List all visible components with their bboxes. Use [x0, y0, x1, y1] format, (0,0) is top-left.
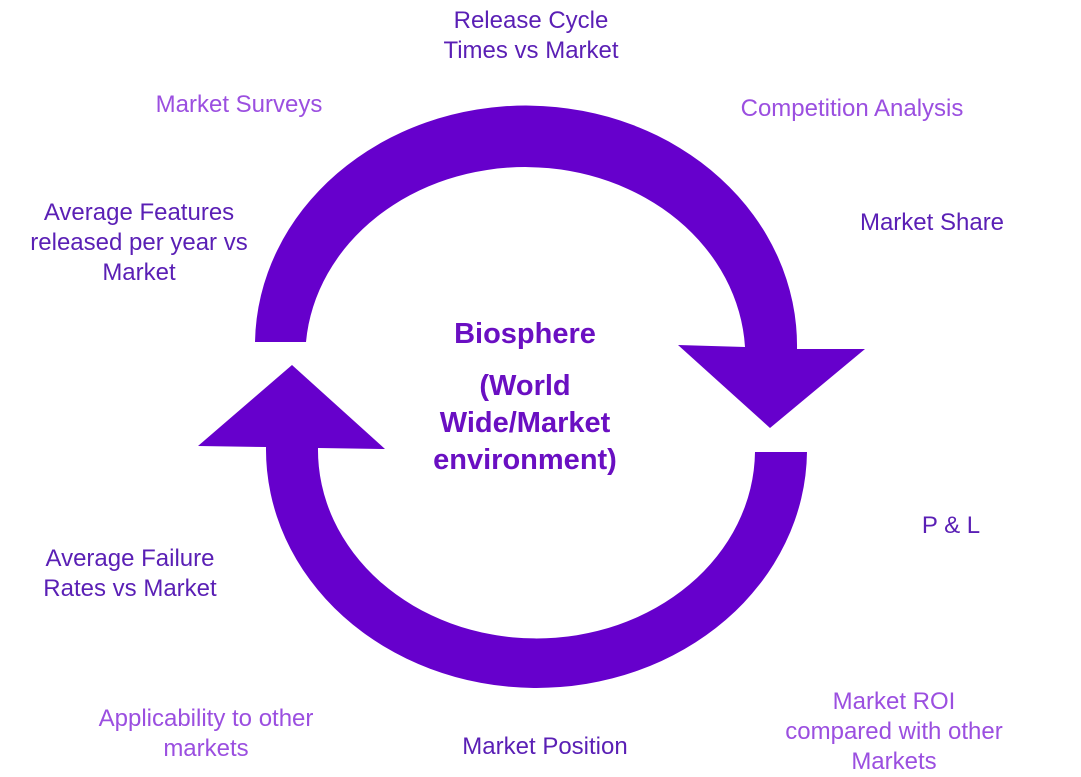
center-subtitle: (World Wide/Market environment): [433, 370, 617, 476]
market-position-label: Market Position: [462, 733, 628, 760]
bottom-cycle-arrow: [198, 365, 807, 688]
market-share-label: Market Share: [859, 209, 1005, 236]
center-title: Biosphere: [454, 318, 596, 350]
top-cycle-arrow: [255, 105, 865, 429]
avg-failure-label: Average Failure Rates vs Market: [43, 545, 217, 602]
market-roi-label: Market ROI compared with other Markets: [785, 688, 1003, 775]
applicability-label: Applicability to other markets: [98, 705, 314, 762]
market-surveys-label: Market Surveys: [155, 91, 323, 118]
center-label: Biosphere (World Wide/Market environment…: [400, 316, 650, 479]
p-and-l-label: P & L: [921, 512, 981, 539]
release-cycle-label: Release Cycle Times vs Market: [443, 7, 619, 64]
competition-analysis-label: Competition Analysis: [740, 95, 964, 122]
avg-features-label: Average Features released per year vs Ma…: [30, 199, 248, 286]
